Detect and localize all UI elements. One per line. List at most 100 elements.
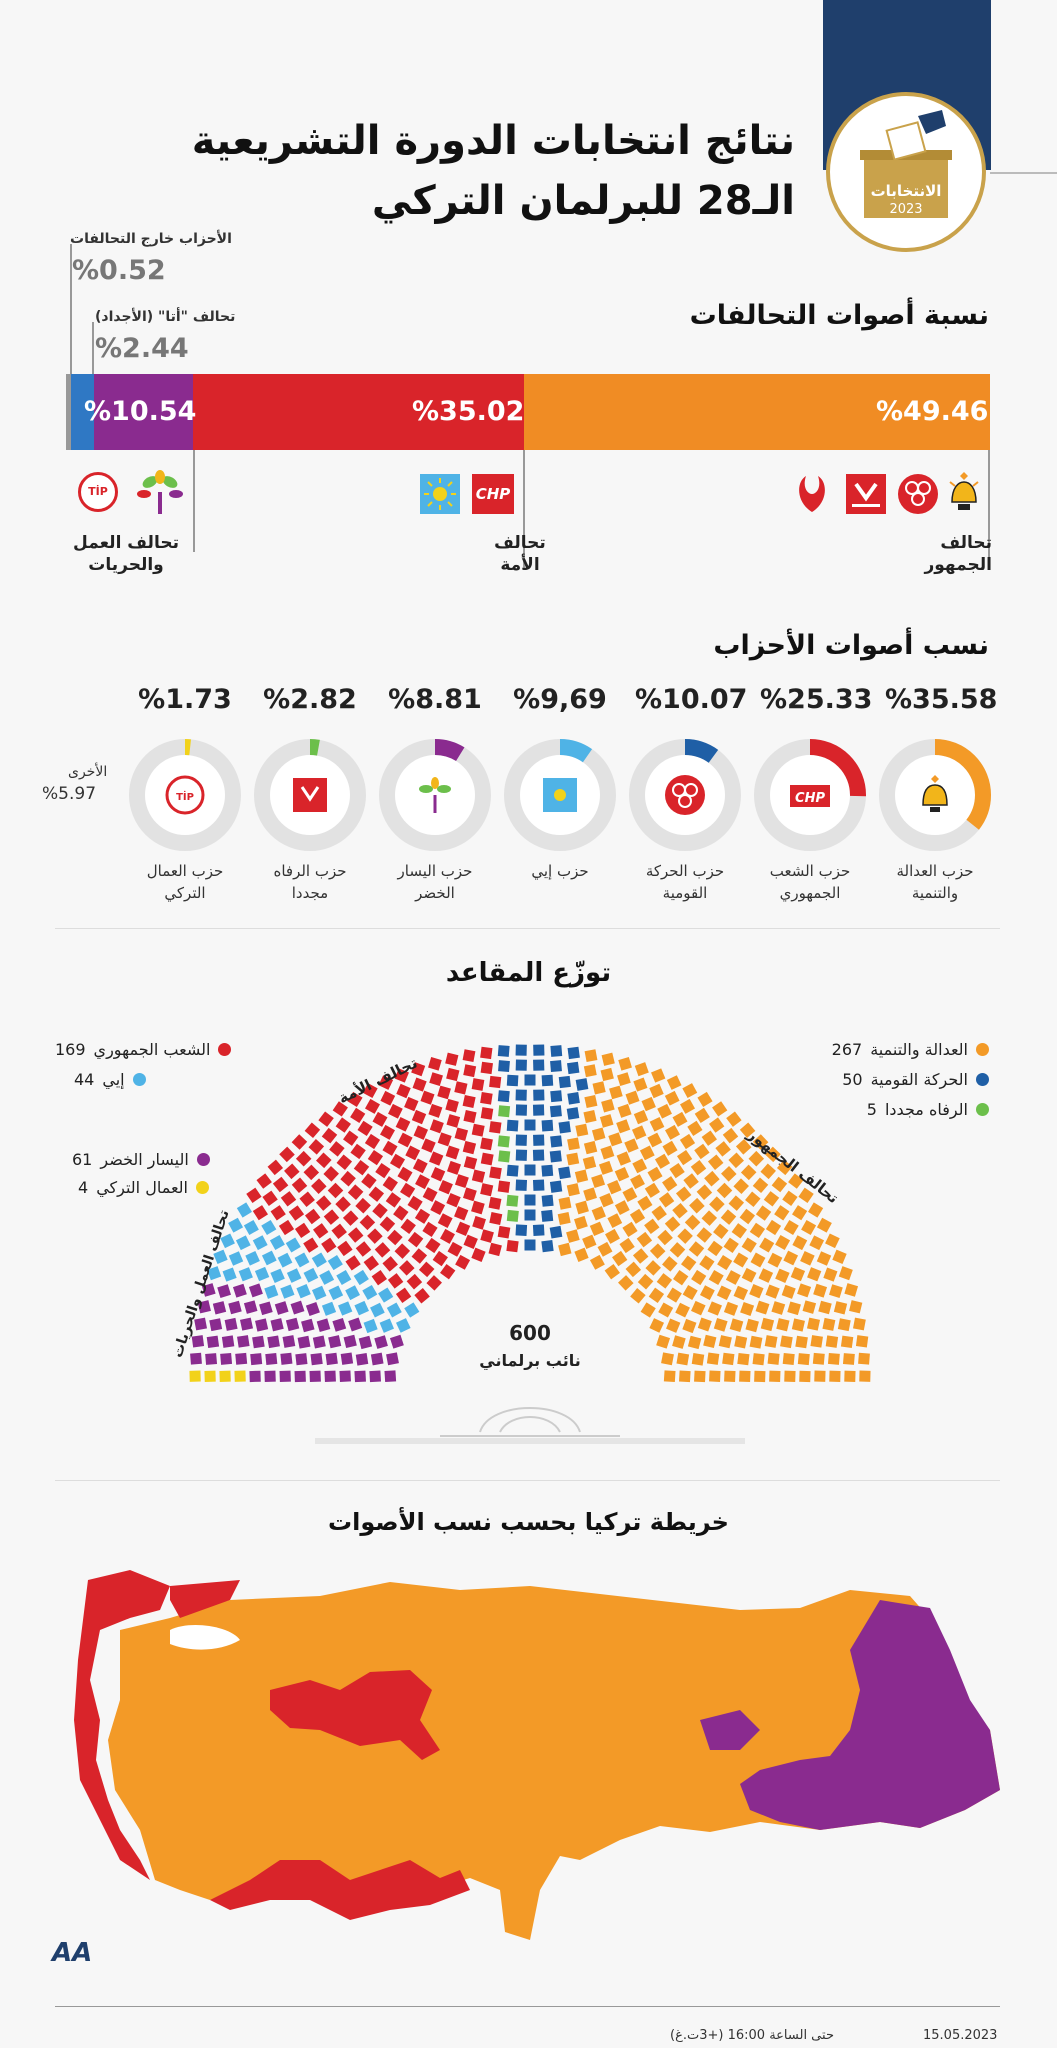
seat xyxy=(697,1317,712,1332)
seat xyxy=(365,1098,380,1114)
seat xyxy=(339,1370,351,1382)
logo-text: الانتخابات xyxy=(870,182,942,200)
seat xyxy=(303,1164,320,1181)
seat xyxy=(395,1287,412,1303)
seat xyxy=(739,1370,751,1383)
seat xyxy=(329,1141,345,1157)
seat xyxy=(532,1149,545,1161)
seat xyxy=(676,1352,690,1366)
seat xyxy=(269,1235,285,1250)
seat xyxy=(558,1242,572,1257)
seat xyxy=(204,1370,216,1382)
seat xyxy=(304,1208,321,1225)
seat xyxy=(270,1205,286,1221)
seat xyxy=(533,1059,545,1071)
seat xyxy=(197,1300,211,1314)
map-region-chp-south xyxy=(210,1860,470,1920)
coalition-bar-segment xyxy=(193,374,524,450)
seat xyxy=(689,1197,705,1214)
outside-alliances-label: الأحزاب خارج التحالفات xyxy=(70,231,232,247)
seat xyxy=(363,1318,378,1334)
party-donut-0 xyxy=(879,739,991,851)
seat xyxy=(658,1302,674,1318)
seat xyxy=(463,1156,478,1170)
seat xyxy=(380,1124,395,1140)
seat xyxy=(252,1205,268,1221)
seat xyxy=(617,1103,632,1118)
seat xyxy=(337,1240,353,1257)
seat xyxy=(583,1110,597,1124)
donut-arc xyxy=(879,739,991,851)
seat xyxy=(608,1132,623,1147)
seat xyxy=(589,1221,605,1237)
seat xyxy=(669,1162,685,1179)
seat xyxy=(771,1176,788,1193)
seat xyxy=(388,1103,403,1119)
seat xyxy=(679,1133,696,1150)
seat xyxy=(728,1195,745,1211)
seat xyxy=(437,1085,451,1100)
seat xyxy=(566,1183,580,1197)
seat xyxy=(524,1194,536,1206)
seat xyxy=(384,1370,397,1383)
seat xyxy=(235,1352,248,1365)
seat xyxy=(249,1370,261,1383)
seat xyxy=(810,1335,823,1348)
seat xyxy=(599,1114,614,1128)
seat xyxy=(605,1228,620,1244)
seat xyxy=(446,1067,460,1082)
seat xyxy=(506,1239,519,1253)
seat xyxy=(708,1269,724,1286)
parliament-chart: تحالف الجمهور تحالف الأمة تحالف العمل وا… xyxy=(170,1044,871,1444)
turkey-map xyxy=(74,1570,1000,1940)
labor-alliance-name-l1: تحالف العمل xyxy=(73,533,179,553)
seat xyxy=(489,1212,503,1225)
seat xyxy=(649,1318,665,1333)
seat xyxy=(267,1159,284,1176)
party-logo-icon xyxy=(419,777,451,813)
mhp-logo-icon xyxy=(898,474,938,514)
seat xyxy=(607,1179,622,1195)
seat xyxy=(278,1219,295,1236)
people-alliance-name-l2: الجمهور xyxy=(924,555,992,575)
seat xyxy=(664,1216,681,1232)
seat xyxy=(825,1335,839,1348)
seat xyxy=(428,1103,443,1118)
seat xyxy=(463,1110,477,1124)
seat xyxy=(379,1318,394,1333)
seat xyxy=(783,1219,799,1236)
seat xyxy=(755,1205,772,1221)
seat xyxy=(288,1205,305,1221)
party-pct-5: %2.82 xyxy=(263,684,357,715)
seat xyxy=(243,1300,258,1314)
seat xyxy=(575,1200,589,1215)
seat xyxy=(515,1149,528,1161)
seat xyxy=(462,1140,477,1155)
seat xyxy=(782,1190,798,1206)
seat xyxy=(723,1237,739,1253)
seat xyxy=(201,1283,216,1297)
seat xyxy=(471,1247,486,1262)
seat xyxy=(634,1062,649,1077)
seat xyxy=(498,1105,511,1118)
seat xyxy=(649,1116,665,1132)
chp-logo-icon: CHP xyxy=(472,474,514,514)
seat xyxy=(677,1228,693,1244)
map-section-title: خريطة تركيا بحسب نسب الأصوات xyxy=(328,1508,729,1536)
seat xyxy=(386,1352,399,1366)
seat xyxy=(400,1182,416,1198)
seat xyxy=(567,1046,580,1060)
seat xyxy=(498,1060,510,1073)
seat xyxy=(515,1059,527,1071)
seat xyxy=(280,1284,295,1299)
seat xyxy=(754,1370,766,1383)
seat xyxy=(837,1318,851,1332)
seat xyxy=(532,1224,545,1236)
seat xyxy=(633,1077,648,1092)
seat xyxy=(541,1239,554,1253)
seat xyxy=(445,1145,460,1160)
seat xyxy=(728,1152,744,1169)
seat xyxy=(404,1096,419,1112)
seat xyxy=(353,1159,370,1176)
seat xyxy=(191,1335,205,1348)
